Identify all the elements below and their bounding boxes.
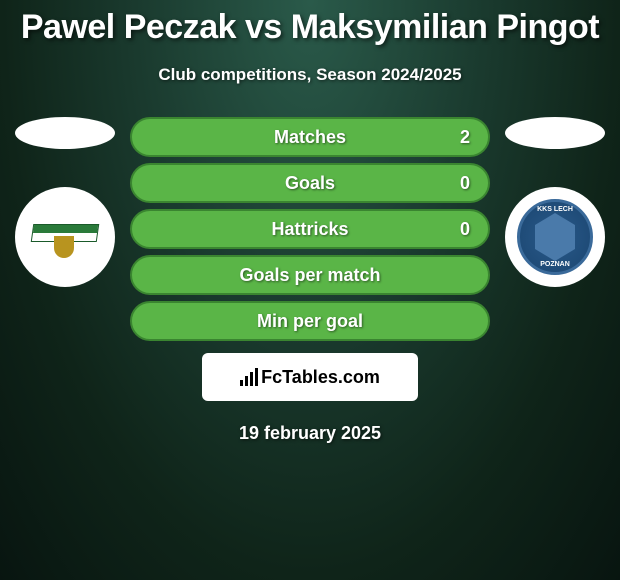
player-photo-placeholder-right <box>505 117 605 149</box>
page-title: Pawel Peczak vs Maksymilian Pingot <box>0 0 620 47</box>
stat-label: Hattricks <box>271 219 348 240</box>
left-column <box>10 117 120 287</box>
brand-box: FcTables.com <box>202 353 418 401</box>
club-badge-right: KKS LECH POZNAN <box>505 187 605 287</box>
stat-value: 0 <box>460 219 470 240</box>
stat-row-goals: Goals 0 <box>130 163 490 203</box>
stat-row-goals-per-match: Goals per match <box>130 255 490 295</box>
right-column: KKS LECH POZNAN <box>500 117 610 287</box>
lech-logo: KKS LECH POZNAN <box>517 199 593 275</box>
main-content: Matches 2 Goals 0 Hattricks 0 Goals per … <box>0 117 620 444</box>
stat-label: Matches <box>274 127 346 148</box>
date-text: 19 february 2025 <box>130 423 490 444</box>
stat-value: 0 <box>460 173 470 194</box>
stat-label: Goals per match <box>239 265 380 286</box>
stat-row-matches: Matches 2 <box>130 117 490 157</box>
player-photo-placeholder-left <box>15 117 115 149</box>
fctables-logo: FcTables.com <box>240 367 380 388</box>
club-badge-left <box>15 187 115 287</box>
stat-label: Min per goal <box>257 311 363 332</box>
brand-text: FcTables.com <box>261 367 380 388</box>
page-subtitle: Club competitions, Season 2024/2025 <box>0 65 620 85</box>
stat-row-min-per-goal: Min per goal <box>130 301 490 341</box>
stat-label: Goals <box>285 173 335 194</box>
lechia-logo <box>32 210 98 264</box>
chart-icon <box>240 368 258 386</box>
stats-column: Matches 2 Goals 0 Hattricks 0 Goals per … <box>120 117 500 444</box>
stat-value: 2 <box>460 127 470 148</box>
stat-row-hattricks: Hattricks 0 <box>130 209 490 249</box>
